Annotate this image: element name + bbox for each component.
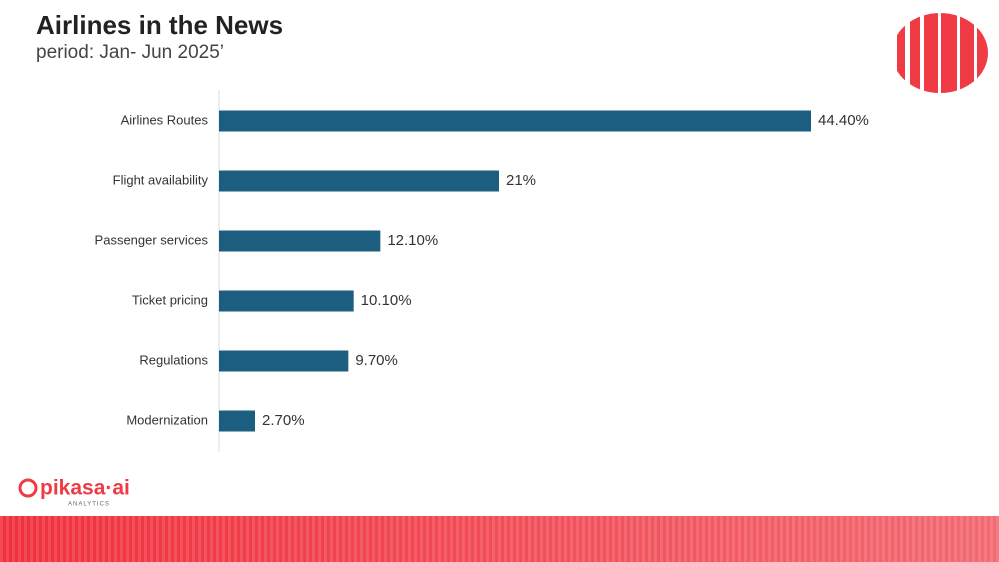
bar — [219, 230, 381, 252]
y-tick-label: Airlines Routes — [121, 112, 209, 127]
y-tick-label: Modernization — [126, 412, 208, 427]
chart-subtitle: period: Jan- Jun 2025’ — [36, 42, 224, 63]
y-tick-label: Flight availability — [113, 172, 209, 187]
footer-stripes — [0, 516, 999, 562]
y-tick-label: Ticket pricing — [132, 292, 208, 307]
logo-name: pikasa·ai — [40, 477, 130, 500]
chart-title: Airlines in the News — [36, 10, 283, 40]
value-label: 12.10% — [387, 232, 438, 249]
logo-icon — [18, 478, 38, 498]
brand-mark — [897, 13, 988, 93]
bar — [219, 350, 349, 372]
value-label: 21% — [506, 172, 536, 189]
logo: pikasa·ai ANALYTICS — [18, 477, 130, 508]
bar — [219, 170, 499, 192]
bar — [219, 290, 354, 312]
bar — [219, 110, 811, 132]
value-label: 10.10% — [361, 292, 412, 309]
bar — [219, 410, 255, 432]
value-label: 44.40% — [818, 112, 869, 129]
value-label: 9.70% — [355, 352, 398, 369]
value-label: 2.70% — [262, 412, 305, 429]
y-tick-label: Regulations — [139, 352, 208, 367]
y-tick-label: Passenger services — [95, 232, 209, 247]
logo-tagline: ANALYTICS — [68, 502, 110, 508]
